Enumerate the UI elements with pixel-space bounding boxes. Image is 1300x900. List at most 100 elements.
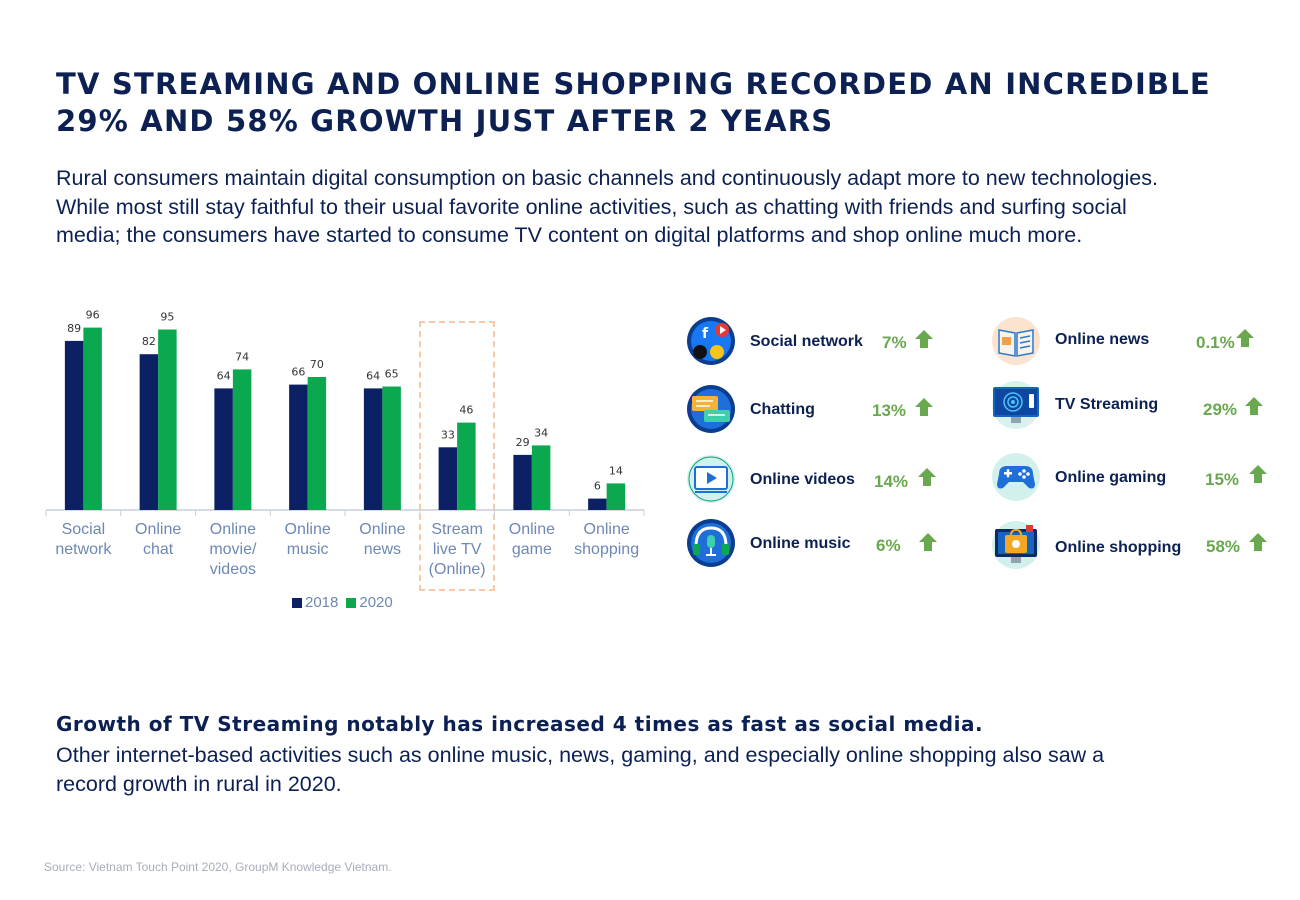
gamepad-icon (992, 453, 1040, 501)
title-line-2: 29% AND 58% GROWTH JUST AFTER 2 YEARS (56, 104, 834, 138)
bar-2018-0 (64, 340, 84, 510)
data-label-2020-7: 14 (609, 464, 623, 477)
bar-2020-1 (158, 329, 177, 510)
bar-chart: 89 96 82 95 64 74 66 70 64 65 33 46 29 34 6 14 (45, 309, 645, 516)
x-tick-label-line: music (286, 541, 329, 558)
bar-2018-6 (513, 454, 532, 510)
x-tick-label-line: Online (284, 521, 331, 538)
growth-label-online-shopping: Online shopping (1055, 539, 1182, 556)
data-label-2018-1: 82 (142, 335, 156, 348)
data-label-2018-3: 66 (291, 366, 305, 379)
page-title: TV STREAMING AND ONLINE SHOPPING RECORDE… (56, 66, 1256, 140)
chart-legend: 2018 2020 (292, 594, 393, 611)
tv-streaming-icon (992, 381, 1040, 429)
source-note: Source: Vietnam Touch Point 2020, GroupM… (44, 860, 392, 874)
growth-pct-social-network: 7% (882, 333, 907, 352)
intro-line-2: While most still stay faithful to their … (56, 194, 1127, 219)
x-tick-label-line: movie/ (209, 541, 257, 558)
x-tick-label-line: Social (61, 521, 106, 538)
title-line-1: TV STREAMING AND ONLINE SHOPPING RECORDE… (56, 67, 1211, 101)
headphones-icon (687, 519, 735, 567)
bar-2018-7 (588, 498, 607, 510)
bar-2018-3 (289, 384, 308, 510)
intro-line-3: media; the consumers have started to con… (56, 223, 1083, 247)
x-tick-label-line: Online (359, 521, 406, 538)
x-tick-label: Online movie/videos (196, 520, 271, 580)
up-arrow-icon (915, 330, 933, 348)
x-tick-label-line: news (363, 541, 402, 558)
growth-pct-chatting: 13% (872, 401, 907, 420)
highlight-box-stream-live-tv (419, 321, 495, 591)
up-arrow-icon (1236, 329, 1254, 347)
bottom-paragraph: Other internet-based activities such as … (56, 741, 1256, 798)
bar-2020-4 (382, 386, 401, 510)
bar-2020-0 (83, 327, 102, 510)
legend-swatch-2020 (346, 597, 357, 608)
online-videos-icon (687, 455, 735, 503)
intro-paragraph: Rural consumers maintain digital consump… (56, 164, 1276, 250)
x-tick-label: Online news (345, 520, 420, 560)
data-label-2018-0: 89 (67, 322, 81, 335)
growth-pct-online-videos: 14% (874, 472, 909, 491)
x-tick-label: Online chat (121, 520, 196, 560)
growth-grid: f Social network 7% Online news 0.1% (686, 316, 1276, 576)
x-tick-label-line: live TV (432, 541, 482, 558)
bar-2018-4 (363, 388, 383, 510)
growth-pct-online-news: 0.1% (1196, 333, 1235, 352)
bar-2020-6 (531, 445, 551, 510)
data-label-2018-2: 64 (217, 369, 231, 382)
x-tick-label-line: Online (135, 521, 182, 538)
legend-label-2020: 2020 (359, 594, 393, 611)
x-tick-label-line: shopping (574, 541, 640, 558)
x-tick-label-line: Online (209, 521, 256, 538)
online-news-icon (992, 317, 1040, 365)
x-tick-label: Stream live TV (Online) (420, 520, 495, 580)
x-tick-label-line: Stream (431, 521, 483, 538)
up-arrow-icon (919, 533, 937, 551)
data-label-2020-1: 95 (160, 311, 174, 324)
growth-label-online-news: Online news (1055, 331, 1150, 348)
x-tick-label-line: (Online) (428, 561, 486, 578)
legend-label-2018: 2018 (305, 594, 339, 611)
x-tick-label-line: game (511, 541, 552, 558)
x-tick-label: Online shopping (569, 520, 644, 560)
shopping-icon (992, 521, 1040, 569)
x-tick-label: Online music (270, 520, 345, 560)
bottom-heading: Growth of TV Streaming notably has incre… (56, 712, 984, 736)
x-tick-label-line: network (55, 541, 112, 558)
data-label-2018-7: 6 (594, 480, 601, 493)
bar-2020-3 (307, 377, 327, 510)
bar-2018-2 (214, 388, 233, 510)
data-label-2020-6: 34 (534, 426, 548, 439)
data-label-2018-5: 33 (441, 428, 455, 441)
bar-2018-5 (438, 447, 458, 510)
data-label-2020-5: 46 (459, 404, 473, 417)
bar-2020-2 (232, 369, 252, 510)
legend-swatch-2018 (292, 597, 302, 608)
intro-line-1: Rural consumers maintain digital consump… (56, 166, 1158, 190)
growth-label-chatting: Chatting (750, 401, 815, 418)
growth-label-social-network: Social network (750, 333, 863, 350)
bar-2018-1 (139, 354, 159, 510)
growth-pct-online-shopping: 58% (1206, 537, 1241, 556)
x-tick-label: Online game (495, 520, 570, 560)
x-tick-label-line: videos (209, 561, 256, 578)
data-label-2018-4: 64 (366, 369, 380, 382)
x-tick-label-line: Online (583, 521, 630, 538)
data-label-2020-2: 74 (235, 350, 249, 363)
growth-pct-online-gaming: 15% (1205, 470, 1240, 489)
data-label-2020-0: 96 (86, 309, 100, 322)
legend-item-2018: 2018 (292, 594, 338, 611)
up-arrow-icon (1249, 533, 1267, 551)
bottom-line-2: record growth in rural in 2020. (56, 771, 342, 796)
data-label-2020-4: 65 (385, 368, 399, 381)
growth-label-online-videos: Online videos (750, 471, 855, 488)
data-label-2020-3: 70 (310, 358, 324, 371)
chat-icon (687, 385, 735, 433)
legend-item-2020: 2020 (346, 594, 393, 611)
data-label-2018-6: 29 (516, 436, 530, 449)
up-arrow-icon (1249, 465, 1267, 483)
x-tick-label-line: Online (508, 521, 555, 538)
bottom-line-1: Other internet-based activities such as … (56, 743, 1105, 767)
bar-2020-5 (457, 422, 476, 510)
